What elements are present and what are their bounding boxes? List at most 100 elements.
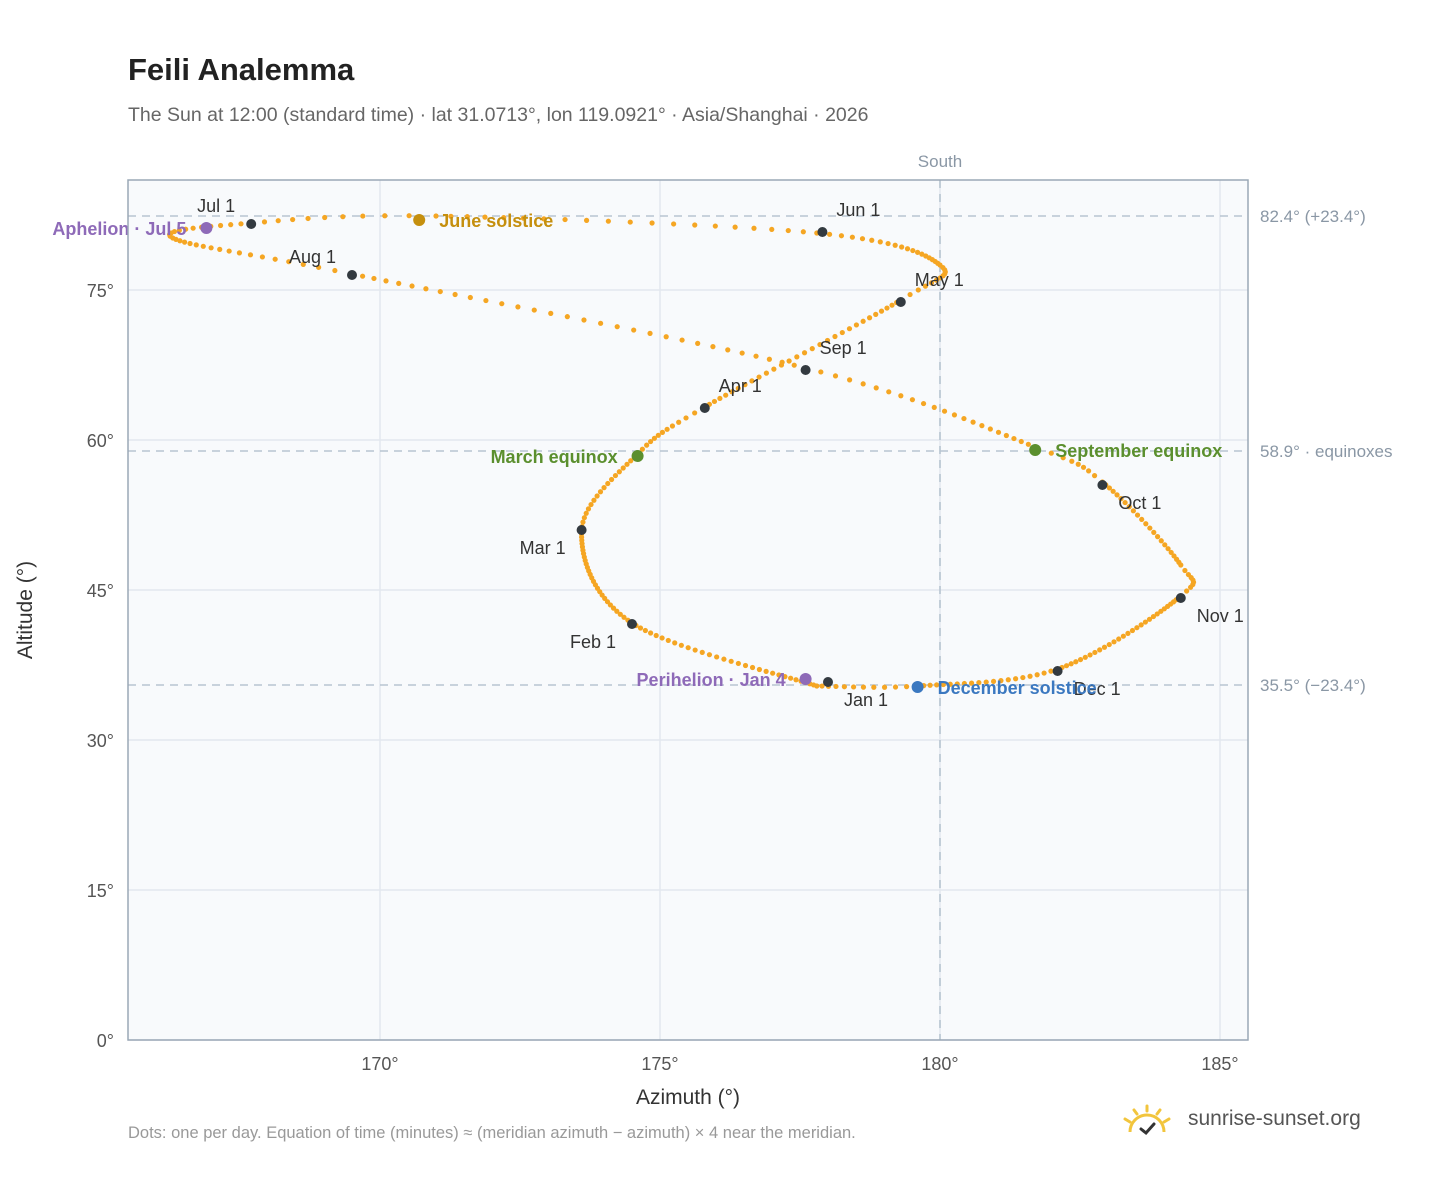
daily-sun-dot [1111, 639, 1117, 645]
month-marker [627, 619, 637, 629]
daily-sun-dot [1139, 516, 1145, 523]
event-marker [799, 673, 812, 685]
daily-sun-dot [766, 356, 772, 362]
daily-sun-dot [653, 632, 659, 639]
daily-sun-dot [983, 679, 989, 685]
daily-sun-dot [692, 410, 698, 416]
daily-sun-dot [771, 366, 777, 372]
daily-sun-dot [846, 326, 853, 332]
daily-sun-dot [860, 381, 866, 387]
y-axis-label: Altitude (°) [14, 561, 37, 659]
daily-sun-dot [995, 429, 1002, 435]
daily-sun-dot [177, 238, 183, 244]
daily-sun-dot [723, 392, 729, 398]
daily-sun-dot [919, 251, 925, 257]
month-markers: Jan 1 Feb 1 Mar 1 Apr 1 May 1 Jun 1 Jul 1 Aug 1… [197, 196, 1244, 710]
daily-sun-dot [776, 672, 782, 678]
x-tick-label: 180° [921, 1054, 958, 1074]
daily-sun-dot [782, 674, 788, 680]
daily-sun-dot [892, 684, 899, 690]
daily-sun-dot [866, 315, 873, 321]
daily-sun-dot [1003, 432, 1009, 439]
daily-sun-dot [452, 291, 458, 298]
daily-sun-dot [791, 362, 797, 368]
daily-sun-dot [859, 236, 866, 242]
daily-sun-dot [608, 476, 615, 483]
daily-sun-dot [954, 681, 960, 687]
daily-sun-dot [621, 614, 627, 620]
month-marker [347, 270, 357, 280]
daily-sun-dot [877, 239, 883, 245]
daily-sun-dot [749, 664, 756, 671]
month-label: Jan 1 [844, 690, 888, 710]
daily-sun-dot [181, 239, 188, 245]
daily-sun-dot [642, 627, 648, 634]
daily-sun-dot [275, 218, 281, 224]
daily-sun-dot [933, 277, 940, 283]
daily-sun-dot [639, 446, 645, 452]
daily-sun-dot [931, 404, 937, 411]
daily-sun-dot [742, 382, 748, 388]
daily-sun-dot [1025, 441, 1031, 447]
daily-sun-dot [610, 605, 617, 611]
daily-sun-dot [1187, 584, 1194, 590]
month-marker [246, 219, 257, 229]
daily-sun-dot [433, 213, 439, 219]
daily-sun-dot [940, 681, 946, 688]
daily-sun-dot [187, 240, 193, 247]
daily-sun-dot [659, 635, 665, 641]
chart-title: Feili Analemma [128, 52, 355, 87]
daily-sun-dot [786, 358, 792, 364]
daily-sun-dot [583, 217, 590, 223]
daily-sun-dot [562, 216, 568, 223]
daily-sun-dot [637, 625, 644, 631]
daily-sun-dot [585, 506, 592, 512]
daily-sun-dot [824, 337, 831, 344]
daily-sun-dot [238, 221, 244, 227]
daily-sun-dot [735, 385, 741, 391]
daily-sun-dot [990, 678, 997, 685]
daily-sun-dot [1069, 458, 1075, 464]
daily-sun-dot [779, 359, 785, 365]
daily-sun-dot [594, 493, 600, 499]
daily-sun-dot [464, 214, 470, 220]
daily-sun-dot [423, 286, 429, 292]
daily-sun-dot [751, 225, 757, 231]
y-tick-label: 15° [87, 881, 114, 901]
month-label: Jun 1 [836, 200, 880, 220]
daily-sun-dot [1106, 485, 1113, 491]
daily-sun-dot [679, 337, 685, 343]
daily-sun-dot [699, 649, 705, 655]
daily-sun-dot [685, 645, 691, 651]
daily-sun-dot [515, 304, 521, 310]
daily-sun-dot [659, 429, 666, 435]
daily-sun-dot [1086, 468, 1092, 474]
daily-sun-dot [499, 301, 505, 307]
daily-sun-dot [1147, 525, 1153, 531]
daily-sun-dot [614, 608, 620, 614]
daily-sun-dot [605, 480, 611, 487]
daily-sun-dot [1092, 649, 1098, 656]
daily-sun-dot [884, 305, 890, 311]
daily-sun-dot [228, 222, 234, 228]
daily-sun-dot [692, 647, 698, 653]
daily-sun-dot [739, 350, 745, 356]
brand[interactable]: sunrise-sunset.org [1120, 1102, 1361, 1136]
event-label: Aphelion · Jul 5 [52, 219, 186, 239]
daily-sun-dot [899, 244, 905, 250]
x-tick-label: 170° [361, 1054, 398, 1074]
daily-sun-dot [583, 510, 589, 516]
month-marker [823, 677, 833, 687]
daily-sun-dot [763, 370, 770, 376]
daily-sun-dot [886, 389, 892, 395]
daily-sun-dot [605, 218, 611, 224]
daily-sun-dot [818, 369, 824, 375]
daily-sun-dot [878, 308, 885, 314]
daily-sun-dot [923, 253, 929, 259]
daily-sun-dot [721, 656, 727, 662]
daily-sun-dot [1018, 438, 1024, 445]
daily-sun-dot [732, 224, 738, 230]
daily-sun-dot [847, 377, 853, 383]
daily-sun-dot [881, 684, 888, 690]
